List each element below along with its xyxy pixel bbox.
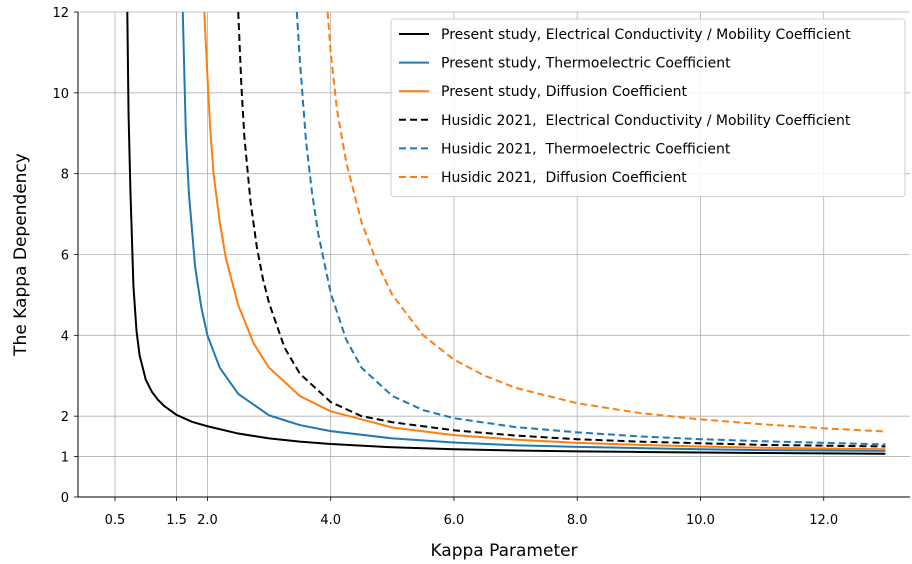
x-tick-label: 1.5 [166, 513, 187, 528]
legend-box [390, 18, 906, 198]
legend-entry-2: Present study, Thermoelectric Coefficien… [441, 56, 731, 72]
series-line-6 [326, 12, 886, 433]
x-tick-label: 10.0 [686, 513, 715, 528]
legend-entry-4: Husidic 2021, Electrical Conductivity / … [441, 113, 851, 129]
y-tick-label: 10 [52, 87, 69, 102]
x-tick-label: 0.5 [105, 513, 126, 528]
x-tick-label: 2.0 [197, 513, 218, 528]
x-tick-label: 8.0 [567, 513, 588, 528]
x-tick-label: 4.0 [320, 513, 341, 528]
x-axis-label: Kappa Parameter [430, 541, 577, 561]
y-tick-label: 6 [61, 249, 69, 264]
series-line-2 [181, 12, 886, 452]
legend-entry-5: Husidic 2021, Thermoelectric Coefficient [441, 141, 731, 157]
y-tick-label: 2 [61, 410, 69, 425]
y-axis-label: The Kappa Dependency [11, 153, 31, 357]
series-line-4 [237, 12, 886, 448]
series-layer [126, 12, 886, 455]
y-tick-label: 4 [61, 329, 69, 344]
legend: Present study, Electrical Conductivity /… [390, 18, 906, 198]
x-tick-label: 12.0 [809, 513, 838, 528]
series-line-5 [295, 12, 886, 446]
y-tick-label: 8 [61, 168, 69, 183]
y-tick-label: 0 [61, 491, 69, 506]
series-line-3 [203, 12, 886, 451]
y-tick-label: 12 [52, 6, 69, 21]
legend-entry-1: Present study, Electrical Conductivity /… [441, 27, 851, 43]
x-tick-label: 6.0 [444, 513, 465, 528]
series-clip-group [126, 12, 886, 455]
y-tick-label: 1 [61, 451, 69, 466]
series-line-1 [126, 12, 886, 455]
legend-entry-3: Present study, Diffusion Coefficient [441, 84, 688, 100]
legend-entry-6: Husidic 2021, Diffusion Coefficient [441, 170, 687, 186]
